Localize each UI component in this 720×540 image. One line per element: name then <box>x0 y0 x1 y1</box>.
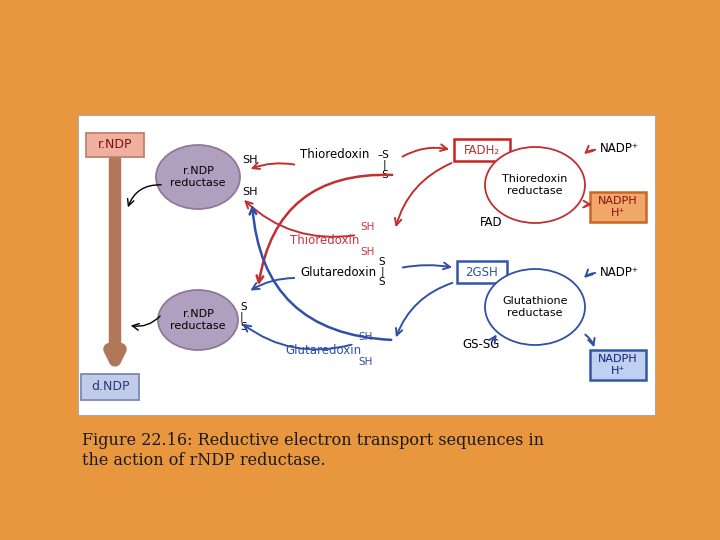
Bar <box>86 133 144 157</box>
Text: NADP⁺: NADP⁺ <box>600 266 639 279</box>
Ellipse shape <box>485 269 585 345</box>
Text: Thioredoxin
reductase: Thioredoxin reductase <box>503 174 567 196</box>
Text: SH: SH <box>358 357 372 367</box>
Text: the action of rNDP reductase.: the action of rNDP reductase. <box>82 452 325 469</box>
Bar <box>457 261 507 283</box>
Text: SH: SH <box>360 247 374 257</box>
Text: NADP⁺: NADP⁺ <box>600 141 639 154</box>
Text: SH: SH <box>360 222 374 232</box>
Text: SH: SH <box>242 155 258 165</box>
Text: |: | <box>381 267 384 277</box>
Text: FAD: FAD <box>480 215 503 228</box>
Bar <box>81 374 139 400</box>
Text: Glutathione
reductase: Glutathione reductase <box>503 296 568 318</box>
Text: Glutaredoxin: Glutaredoxin <box>285 343 361 356</box>
Text: r.NDP: r.NDP <box>98 138 132 152</box>
Text: S: S <box>378 257 384 267</box>
Bar <box>590 350 646 380</box>
Text: |: | <box>240 312 243 322</box>
Ellipse shape <box>158 290 238 350</box>
Text: –S: –S <box>378 170 390 180</box>
Bar <box>590 192 646 222</box>
Ellipse shape <box>156 145 240 209</box>
Text: S: S <box>240 322 247 332</box>
Text: Thioredoxin: Thioredoxin <box>300 148 369 161</box>
Text: 2GSH: 2GSH <box>466 266 498 279</box>
Text: d.NDP: d.NDP <box>91 381 130 394</box>
Text: Thioredoxin: Thioredoxin <box>290 233 359 246</box>
Text: FADH₂: FADH₂ <box>464 144 500 157</box>
Text: S: S <box>378 277 384 287</box>
Ellipse shape <box>485 147 585 223</box>
Bar <box>78 115 655 415</box>
Text: NADPH
H⁺: NADPH H⁺ <box>598 354 638 376</box>
Text: SH: SH <box>242 187 258 197</box>
Text: |: | <box>383 160 387 170</box>
Text: SH: SH <box>358 332 372 342</box>
Text: Figure 22.16: Reductive electron transport sequences in: Figure 22.16: Reductive electron transpo… <box>82 432 544 449</box>
Text: GS-SG: GS-SG <box>462 339 500 352</box>
Text: r.NDP
reductase: r.NDP reductase <box>170 309 226 331</box>
Text: r.NDP
reductase: r.NDP reductase <box>170 166 226 188</box>
Text: –S: –S <box>378 150 390 160</box>
Bar <box>454 139 510 161</box>
Text: S: S <box>240 302 247 312</box>
Text: NADPH
H⁺: NADPH H⁺ <box>598 196 638 218</box>
Text: Glutaredoxin: Glutaredoxin <box>300 266 376 279</box>
